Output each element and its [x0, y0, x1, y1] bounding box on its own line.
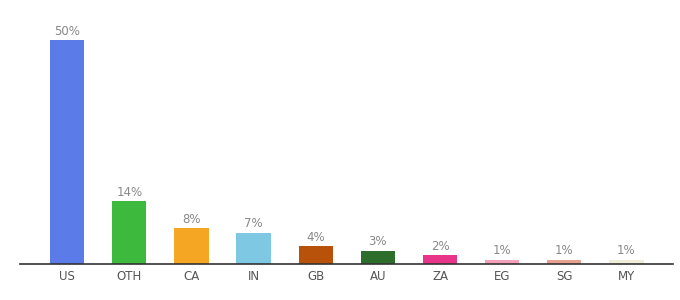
Bar — [50, 40, 84, 264]
Bar — [609, 260, 643, 264]
Bar — [112, 201, 146, 264]
Text: 3%: 3% — [369, 235, 387, 248]
Text: 1%: 1% — [555, 244, 574, 257]
Bar — [174, 228, 209, 264]
Bar — [299, 246, 333, 264]
Text: 8%: 8% — [182, 213, 201, 226]
Bar — [485, 260, 520, 264]
Text: 4%: 4% — [307, 231, 325, 244]
Text: 7%: 7% — [244, 218, 263, 230]
Bar — [361, 250, 395, 264]
Text: 14%: 14% — [116, 186, 142, 199]
Text: 1%: 1% — [617, 244, 636, 257]
Bar — [547, 260, 581, 264]
Bar — [237, 233, 271, 264]
Text: 50%: 50% — [54, 25, 80, 38]
Text: 1%: 1% — [493, 244, 511, 257]
Text: 2%: 2% — [430, 240, 449, 253]
Bar — [423, 255, 457, 264]
